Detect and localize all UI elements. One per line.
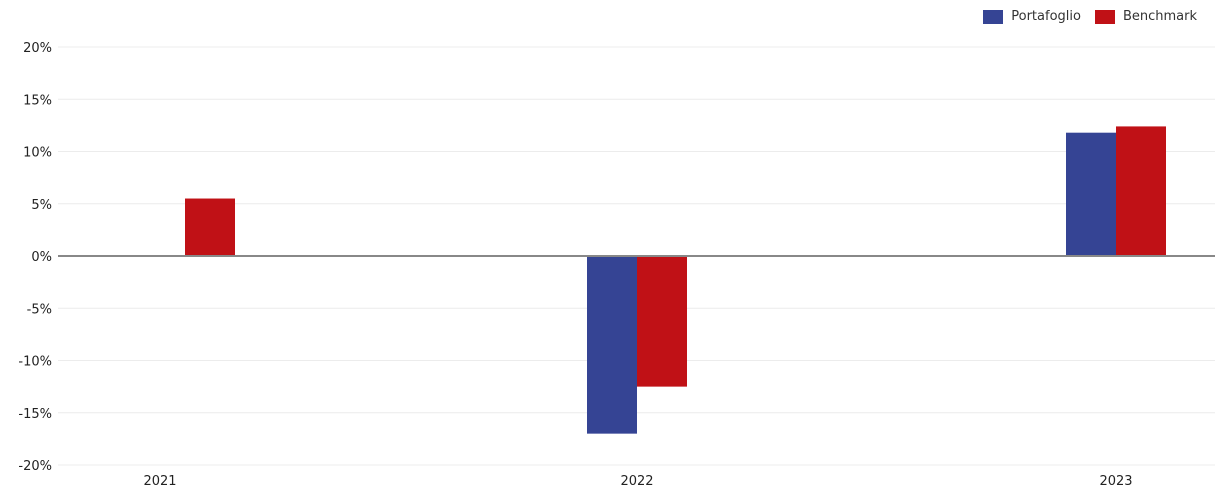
legend: Portafoglio Benchmark: [983, 9, 1197, 24]
bar-portafoglio-2023[interactable]: [1066, 132, 1116, 256]
bar-benchmark-2021[interactable]: [185, 198, 235, 256]
y-tick-label: 0%: [31, 250, 52, 265]
y-tick-label: -5%: [27, 302, 52, 317]
y-tick-label: 5%: [31, 198, 52, 213]
y-tick-label: 10%: [23, 146, 52, 161]
x-tick-label: 2022: [620, 474, 653, 489]
x-tick-label: 2023: [1099, 474, 1132, 489]
bars-layer: [185, 126, 1166, 434]
y-tick-label: -20%: [18, 459, 52, 474]
y-tick-label: 15%: [23, 93, 52, 108]
y-axis-ticks: 20% 15% 10% 5% 0% -5% -10% -15% -20%: [18, 41, 52, 474]
legend-item-benchmark[interactable]: Benchmark: [1094, 9, 1197, 24]
x-tick-label: 2021: [143, 474, 176, 489]
bar-benchmark-2023[interactable]: [1116, 126, 1166, 256]
y-tick-label: -15%: [18, 407, 52, 422]
legend-label-benchmark: Benchmark: [1122, 9, 1197, 24]
bar-benchmark-2022[interactable]: [637, 256, 687, 387]
y-tick-label: -10%: [18, 355, 52, 370]
legend-item-portafoglio[interactable]: Portafoglio: [983, 9, 1081, 24]
legend-swatch-benchmark: [1094, 9, 1115, 24]
legend-label-portafoglio: Portafoglio: [1011, 9, 1081, 24]
y-tick-label: 20%: [23, 41, 52, 56]
bar-portafoglio-2022[interactable]: [587, 256, 637, 434]
x-axis-ticks: 2021 2022 2023: [143, 474, 1132, 489]
legend-swatch-portafoglio: [983, 9, 1004, 24]
